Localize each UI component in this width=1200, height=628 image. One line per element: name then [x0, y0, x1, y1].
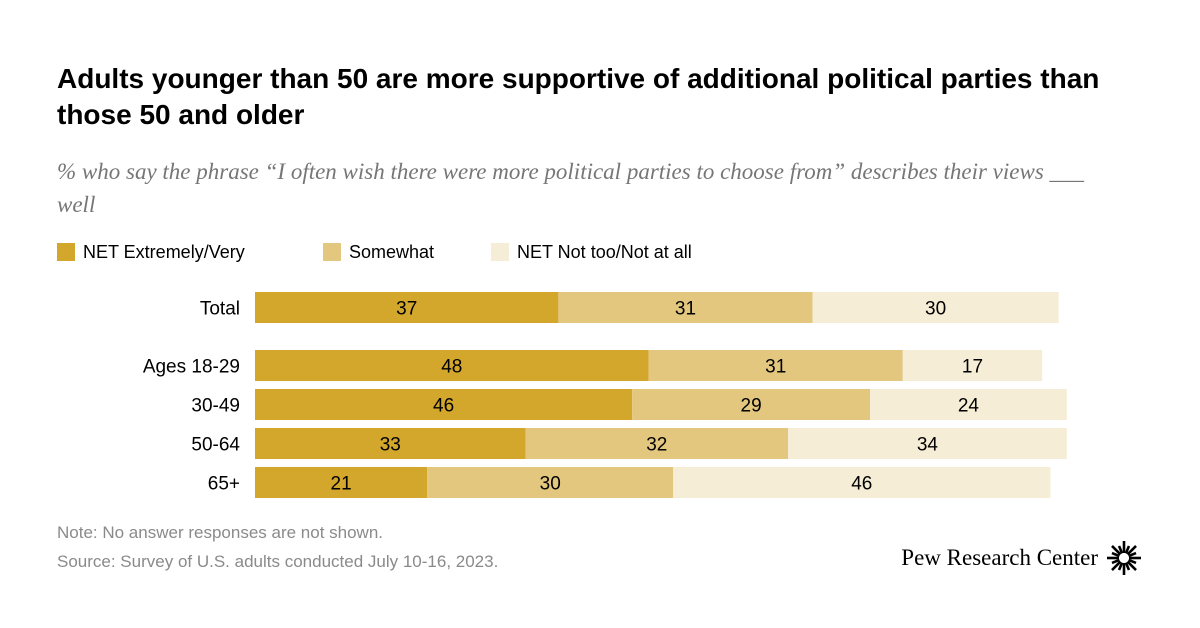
bar-net-extremely-very-total [255, 292, 559, 323]
bar-net-extremely-very-ages-18-29 [255, 350, 649, 381]
bar-value-label: 34 [917, 435, 939, 456]
bar-value-label: 46 [433, 396, 454, 417]
legend-label-net-extremely-very: NET Extremely/Very [83, 241, 245, 262]
chart-title: Adults younger than 50 are more supporti… [57, 63, 1100, 130]
bar-value-label: 33 [380, 435, 401, 456]
logo-text: Pew Research Center [901, 545, 1098, 570]
chart-subtitle: % who say the phrase “I often wish there… [57, 159, 1085, 217]
legend-label-somewhat: Somewhat [349, 241, 435, 262]
bar-net-not-too-not-at-all-65 [673, 467, 1051, 498]
legend-item-net-extremely-very: NET Extremely/Very [57, 242, 323, 263]
row-label-ages-18-29: Ages 18-29 [143, 357, 240, 378]
bar-net-not-too-not-at-all-total [812, 292, 1059, 323]
bar-value-label: 37 [396, 299, 417, 320]
bar-value-label: 24 [958, 396, 980, 417]
bar-net-not-too-not-at-all-30-49 [870, 389, 1067, 420]
bar-net-not-too-not-at-all-50-64 [788, 428, 1067, 459]
bar-somewhat-total [558, 292, 813, 323]
legend-label-net-not-too-not-at-all: NET Not too/Not at all [517, 241, 692, 262]
row-label-65: 65+ [208, 474, 240, 495]
bar-value-label: 29 [741, 396, 762, 417]
bar-value-label: 17 [962, 357, 983, 378]
legend-item-somewhat: Somewhat [323, 242, 491, 263]
bar-value-label: 21 [331, 474, 352, 495]
source-text: Source: Survey of U.S. adults conducted … [57, 552, 499, 571]
bar-net-extremely-very-30-49 [255, 389, 633, 420]
bar-net-not-too-not-at-all-ages-18-29 [902, 350, 1043, 381]
legend-swatch-net-extremely-very [57, 243, 75, 261]
pew-logo: Pew Research Center [901, 540, 1142, 576]
bar-value-label: 46 [851, 474, 872, 495]
bar-net-extremely-very-50-64 [255, 428, 526, 459]
legend-swatch-net-not-too-not-at-all [491, 243, 509, 261]
legend-swatch-somewhat [323, 243, 341, 261]
note-text: Note: No answer responses are not shown. [57, 523, 384, 542]
bar-value-label: 30 [925, 299, 946, 320]
legend-item-net-not-too-not-at-all: NET Not too/Not at all [491, 242, 692, 263]
row-label-50-64: 50-64 [191, 435, 240, 456]
bar-somewhat-30-49 [632, 389, 870, 420]
bar-somewhat-65 [427, 467, 674, 498]
bar-net-extremely-very-65 [255, 467, 428, 498]
row-label-total: Total [200, 299, 240, 320]
bar-somewhat-50-64 [525, 428, 788, 459]
bar-value-label: 30 [540, 474, 561, 495]
chart-legend: NET Extremely/Very Somewhat NET Not too/… [57, 240, 692, 264]
bar-value-label: 31 [765, 357, 786, 378]
stacked-bar-chart: Total 37 31 30 Ages 18-29 48 31 17 30-49 46 29 24 50… [143, 292, 1067, 498]
bar-value-label: 32 [646, 435, 667, 456]
bar-somewhat-ages-18-29 [648, 350, 903, 381]
pew-sunburst-icon [1107, 541, 1141, 575]
bar-value-label: 31 [675, 299, 696, 320]
chart-notes: Note: No answer responses are not shown.… [57, 518, 498, 576]
bar-value-label: 48 [441, 357, 462, 378]
row-label-30-49: 30-49 [191, 396, 240, 417]
